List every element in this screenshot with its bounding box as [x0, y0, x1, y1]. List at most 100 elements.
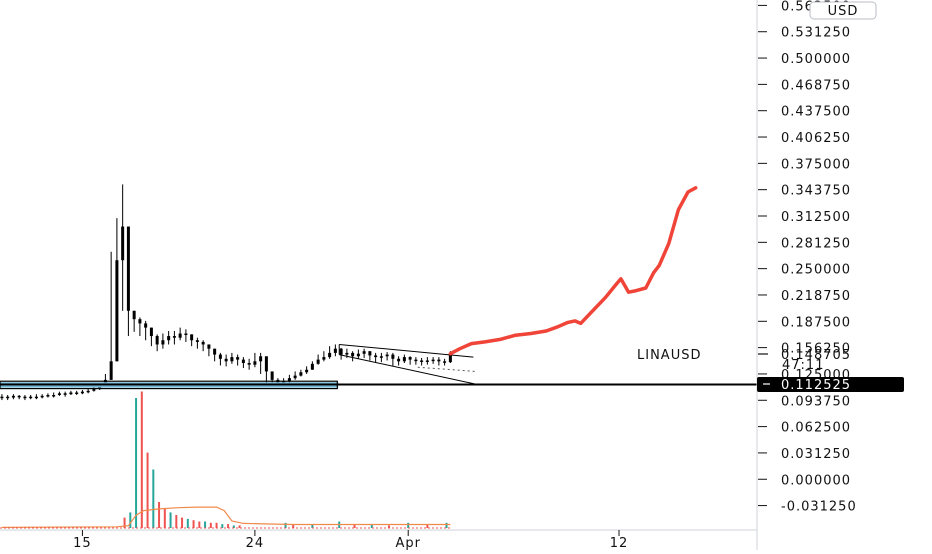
candle-body [431, 359, 435, 362]
x-tick-label: 24 [246, 536, 265, 550]
volume-bar [227, 524, 230, 528]
volume-bar [284, 522, 287, 528]
candle-body [155, 336, 159, 345]
candle-body [374, 355, 378, 358]
candle-body [86, 390, 90, 393]
candle-body [241, 359, 245, 363]
candle-body [149, 327, 153, 337]
candle-body [11, 395, 15, 398]
volume-bar [232, 525, 235, 528]
level-price-text: 0.112525 [781, 378, 851, 393]
countdown-label: 47:11 [782, 358, 824, 373]
y-tick-label: -0.031250 [781, 500, 857, 515]
candle-body [207, 344, 211, 349]
volume-bar [152, 469, 155, 528]
currency-button-frame[interactable] [809, 1, 877, 20]
dotted-target-line [417, 366, 476, 372]
candle-body [385, 354, 389, 357]
candle-body [362, 351, 366, 354]
candle-body [230, 357, 234, 362]
volume-bar [407, 522, 410, 528]
x-tick-label: 12 [610, 536, 629, 550]
candle-body [322, 357, 326, 360]
volume-bar [209, 522, 212, 528]
level-label-group: 0.112525 [757, 377, 904, 393]
candle-body [63, 393, 67, 395]
price-axis[interactable]: 0.5625000.5312500.5000000.4687500.437500… [758, 0, 857, 515]
candle-body [98, 386, 102, 390]
candle-body [368, 351, 372, 356]
candle-body [190, 334, 194, 341]
volume-bar [175, 515, 178, 528]
candle-body [172, 336, 176, 338]
volume-bar [445, 522, 448, 528]
candle-body [224, 358, 228, 362]
y-tick-label: 0.468750 [781, 78, 851, 93]
volume-bar [221, 524, 224, 528]
candle-body [17, 395, 21, 398]
candle-body [121, 226, 125, 261]
volume-bar [426, 524, 429, 528]
candle-body [236, 357, 240, 360]
volume-bar [238, 525, 241, 528]
candle-body [161, 340, 165, 345]
x-tick-label: Apr [395, 536, 421, 550]
candle-body [132, 310, 136, 320]
volume-bar [192, 520, 195, 528]
volume-bar [129, 512, 132, 528]
candle-body [109, 361, 113, 380]
y-tick-label: 0.312500 [781, 210, 851, 225]
volume-bar [163, 508, 166, 528]
candle-body [23, 396, 27, 399]
volume-bar [388, 525, 391, 528]
y-tick-label: 0.406250 [781, 131, 851, 146]
y-tick-label: 0.281250 [781, 236, 851, 251]
candle-body [425, 360, 429, 362]
volume-bar [370, 524, 373, 528]
candle-body [218, 354, 222, 359]
time-axis[interactable]: 15 24 Apr 12 [0, 529, 757, 551]
y-tick-label: 0.000000 [781, 473, 851, 488]
volume-bar [135, 398, 138, 528]
candles-layer [0, 184, 452, 401]
channel-lower-line [339, 354, 480, 386]
current-price-value: 0.148705 [781, 348, 851, 363]
candle-body [339, 348, 343, 355]
volume-bar [181, 517, 184, 528]
candle-body [356, 353, 360, 357]
candle-body [328, 352, 332, 358]
y-tick-label: 0.343750 [781, 184, 851, 199]
candle-body [247, 362, 251, 365]
current-price-label-group: LINAUSD 47:11 0.148705 [637, 348, 851, 373]
candle-body [138, 319, 142, 324]
currency-button[interactable]: USD [809, 1, 877, 20]
y-tick-label: 0.531250 [781, 26, 851, 41]
volume-bar [353, 524, 356, 528]
volume-bar [146, 452, 149, 528]
x-tick-label: 15 [73, 536, 92, 550]
volume-bar [158, 502, 161, 528]
volume-bar [123, 517, 126, 528]
candle-body [316, 359, 320, 364]
candle-body [46, 395, 50, 397]
y-tick-label: 0.093750 [781, 394, 851, 409]
candle-body [408, 357, 412, 360]
y-tick-label: 0.031250 [781, 447, 851, 462]
currency-button-label[interactable]: USD [828, 4, 859, 19]
candle-body [448, 353, 452, 363]
volume-bar [140, 391, 143, 528]
candle-body [437, 359, 441, 362]
candle-body [80, 391, 84, 394]
projection-path [448, 186, 698, 356]
volume-bar [292, 524, 295, 528]
candle-body [345, 352, 349, 355]
y-tick-label: 0.437500 [781, 105, 851, 120]
candle-body [126, 226, 130, 311]
volume-bar [169, 512, 172, 528]
candle-body [391, 354, 395, 359]
candle-body [178, 333, 182, 338]
drawings-layer [0, 186, 757, 390]
candle-body [57, 393, 61, 396]
volume-bar [311, 524, 314, 528]
